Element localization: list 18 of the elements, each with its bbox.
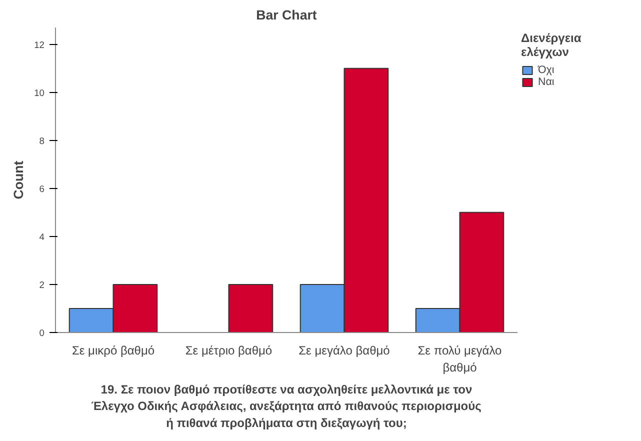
y-tick-label: 10 [34,88,45,98]
y-tick-label: 2 [39,280,45,290]
x-tick-label: Σε μεγάλο βαθμό [298,344,390,358]
y-tick-label: 4 [39,232,45,242]
x-tick-label: Σε πολύ μεγάλο βαθμό [418,344,502,374]
legend-label: Ναι [538,76,556,88]
y-tick-label: 6 [39,184,45,194]
legend-title: Διενέργεια ελέγχων [521,31,582,59]
x-tick-label: Σε μέτριο βαθμό [185,344,272,358]
x-tick-label: Σε μικρό βαθμό [72,344,155,358]
y-tick-label: 0 [39,328,45,338]
y-tick-label: 8 [39,136,45,146]
y-tick-label: 12 [34,40,45,50]
legend-label: Όχι [538,64,556,76]
chart-title: Bar Chart [256,8,318,22]
y-axis-title: Count [11,160,26,200]
x-axis-title: 19. Σε ποιον βαθμό προτίθεστε να ασχοληθείτε μελλοντικά με τον Έλεγχο Οδικής Ασφάλειας, ανεξάρτητα από πιθανούς περιορισμούς ή πιθανά προβλήματα στη διεξαγωγή του; [91,382,482,430]
bar [228,284,274,332]
